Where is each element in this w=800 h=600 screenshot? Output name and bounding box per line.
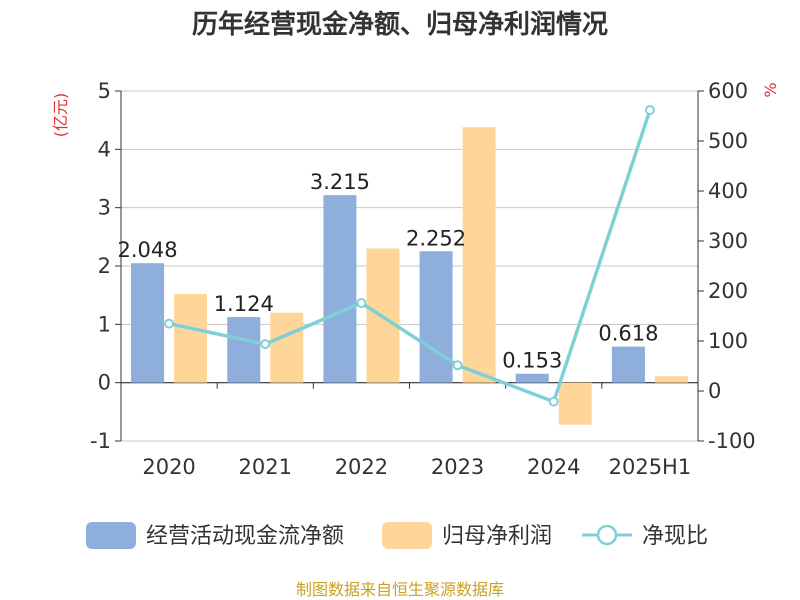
bar	[419, 251, 453, 383]
right-tick-label: 600	[708, 79, 748, 103]
ratio-polyline	[168, 109, 652, 404]
bar-value-label: 1.124	[214, 292, 274, 316]
axes: -1 0 1 2 3 4 5 -100 0 100 200 300 400 500 600 2020 2021 2…	[90, 79, 756, 479]
right-tick-label: 200	[708, 279, 748, 303]
bar-value-label: 0.153	[502, 349, 562, 373]
legend-marker	[596, 524, 618, 546]
left-axis-unit: (亿元)	[51, 93, 70, 138]
ratio-line	[164, 105, 655, 407]
ratio-point	[260, 339, 271, 350]
bar	[515, 373, 549, 383]
category-label: 2024	[527, 455, 580, 479]
bar	[462, 127, 496, 383]
category-label: 2025H1	[609, 455, 692, 479]
left-tick-label: 4	[98, 137, 111, 161]
bar-value-label: 2.252	[406, 226, 466, 250]
ratio-point	[356, 298, 367, 308]
bar	[654, 376, 688, 383]
legend-label: 经营活动现金流净额	[146, 524, 344, 549]
bar-value-label: 2.048	[118, 238, 178, 262]
source-note: 制图数据来自恒生聚源数据库	[296, 580, 504, 599]
bar	[131, 263, 165, 383]
data-labels: 2.048 1.124 3.215 2.252 0.153 0.618	[118, 170, 659, 373]
legend-label: 归母净利润	[442, 524, 552, 549]
category-label: 2021	[239, 455, 292, 479]
left-tick-label: 2	[98, 254, 111, 278]
ratio-point	[164, 318, 175, 329]
category-label: 2020	[142, 455, 195, 479]
ratio-point	[644, 105, 655, 116]
bar	[270, 312, 304, 383]
legend: 经营活动现金流净额 归母净利润 净现比	[86, 522, 708, 549]
bar	[227, 317, 261, 383]
right-tick-label: 500	[708, 129, 748, 153]
legend-swatch	[86, 522, 136, 549]
category-label: 2023	[431, 455, 484, 479]
bar-value-label: 3.215	[310, 170, 370, 194]
right-tick-label: -100	[708, 429, 756, 453]
right-tick-label: 0	[708, 379, 721, 403]
left-tick-label: 0	[98, 371, 111, 395]
legend-label: 净现比	[642, 524, 708, 549]
bar	[174, 294, 208, 383]
right-tick-label: 300	[708, 229, 748, 253]
legend-swatch	[382, 522, 432, 549]
right-axis-unit: %	[761, 82, 780, 97]
left-tick-label: 1	[98, 312, 111, 336]
bar	[611, 346, 645, 383]
right-tick-label: 100	[708, 329, 748, 353]
ratio-point	[548, 396, 559, 407]
bar-value-label: 0.618	[598, 322, 658, 346]
left-tick-label: 3	[98, 196, 111, 220]
left-tick-label: -1	[90, 429, 111, 453]
bar	[323, 195, 357, 383]
left-tick-label: 5	[98, 79, 111, 103]
bar	[558, 382, 592, 425]
bars	[131, 127, 688, 425]
category-label: 2022	[335, 455, 388, 479]
chart-title: 历年经营现金净额、归母净利润情况	[192, 9, 608, 40]
right-tick-label: 400	[708, 179, 748, 203]
ratio-point	[452, 360, 463, 371]
